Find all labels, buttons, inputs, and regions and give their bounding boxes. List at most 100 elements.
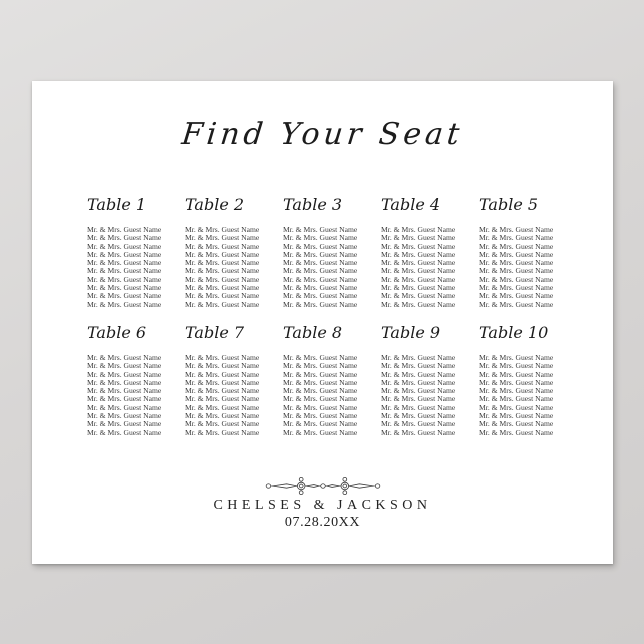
- table-column: Table 3 Mr. & Mrs. Guest Name Mr. & Mrs. G…: [283, 197, 381, 309]
- guest-name: Mr. & Mrs. Guest Name: [185, 233, 260, 243]
- guest-name: Mr. & Mrs. Guest Name: [283, 377, 358, 387]
- guest-name: Mr. & Mrs. Guest Name: [185, 225, 260, 234]
- guest-name: Mr. & Mrs. Guest Name: [87, 353, 162, 362]
- guest-name: Mr. & Mrs. Guest Name: [283, 266, 358, 276]
- guest-name: Mr. & Mrs. Guest Name: [381, 274, 456, 284]
- couple-names: CHELSES & JACKSON: [213, 498, 432, 513]
- guest-name: Mr. & Mrs. Guest Name: [185, 402, 260, 412]
- guest-name: Mr. & Mrs. Guest Name: [283, 386, 358, 396]
- guest-name: Mr. & Mrs. Guest Name: [283, 411, 358, 421]
- table-column: Table 5 Mr. & Mrs. Guest Name Mr. & Mrs. G…: [479, 197, 577, 309]
- table-column: Table 7 Mr. & Mrs. Guest Name Mr. & Mrs. G…: [185, 325, 283, 437]
- poster-title: Find Your Seat: [180, 117, 465, 152]
- guest-name: Mr. & Mrs. Guest Name: [381, 241, 456, 251]
- guest-name: Mr. & Mrs. Guest Name: [381, 249, 456, 259]
- guest-name: Mr. & Mrs. Guest Name: [185, 274, 260, 284]
- guest-name: Mr. & Mrs. Guest Name: [87, 377, 162, 387]
- guest-name: Mr. & Mrs. Guest Name: [185, 361, 260, 371]
- table-title: Table 1: [87, 195, 147, 214]
- guest-name: Mr. & Mrs. Guest Name: [87, 361, 162, 371]
- guest-name: Mr. & Mrs. Guest Name: [479, 361, 554, 371]
- table-title: Table 7: [185, 323, 245, 342]
- seating-chart-poster: Find Your Seat Table 1 Mr. & Mrs. Guest N…: [32, 81, 613, 564]
- table-column: Table 4 Mr. & Mrs. Guest Name Mr. & Mrs. G…: [381, 197, 479, 309]
- guest-name: Mr. & Mrs. Guest Name: [381, 258, 456, 268]
- guest-name: Mr. & Mrs. Guest Name: [479, 419, 554, 429]
- guest-name: Mr. & Mrs. Guest Name: [283, 419, 358, 429]
- tables-row-2: Table 6 Mr. & Mrs. Guest Name Mr. & Mrs. G…: [87, 325, 577, 437]
- guest-name: Mr. & Mrs. Guest Name: [185, 353, 260, 362]
- ornamental-divider-icon: [32, 475, 613, 497]
- guest-list: Mr. & Mrs. Guest Name Mr. & Mrs. Guest Na…: [185, 225, 283, 309]
- guest-list: Mr. & Mrs. Guest Name Mr. & Mrs. Guest Na…: [381, 225, 479, 309]
- guest-name: Mr. & Mrs. Guest Name: [479, 394, 554, 404]
- guest-name: Mr. & Mrs. Guest Name: [87, 369, 162, 379]
- guest-name: Mr. & Mrs. Guest Name: [87, 291, 162, 301]
- guest-list: Mr. & Mrs. Guest Name Mr. & Mrs. Guest Na…: [479, 225, 577, 309]
- table-column: Table 2 Mr. & Mrs. Guest Name Mr. & Mrs. G…: [185, 197, 283, 309]
- guest-name: Mr. & Mrs. Guest Name: [185, 283, 260, 293]
- guest-name: Mr. & Mrs. Guest Name: [283, 241, 358, 251]
- guest-name: Mr. & Mrs. Guest Name: [283, 274, 358, 284]
- guest-name: Mr. & Mrs. Guest Name: [185, 386, 260, 396]
- table-title: Table 2: [185, 195, 245, 214]
- guest-name: Mr. & Mrs. Guest Name: [185, 377, 260, 387]
- guest-name: Mr. & Mrs. Guest Name: [479, 225, 554, 234]
- guest-name: Mr. & Mrs. Guest Name: [479, 353, 554, 362]
- guest-name: Mr. & Mrs. Guest Name: [185, 291, 260, 301]
- table-column: Table 9 Mr. & Mrs. Guest Name Mr. & Mrs. G…: [381, 325, 479, 437]
- guest-name: Mr. & Mrs. Guest Name: [381, 225, 456, 234]
- guest-name: Mr. & Mrs. Guest Name: [381, 299, 456, 309]
- guest-name: Mr. & Mrs. Guest Name: [479, 299, 554, 309]
- guest-name: Mr. & Mrs. Guest Name: [87, 225, 162, 234]
- guest-name: Mr. & Mrs. Guest Name: [381, 377, 456, 387]
- guest-name: Mr. & Mrs. Guest Name: [283, 361, 358, 371]
- guest-name: Mr. & Mrs. Guest Name: [381, 427, 456, 437]
- guest-name: Mr. & Mrs. Guest Name: [381, 361, 456, 371]
- guest-list: Mr. & Mrs. Guest Name Mr. & Mrs. Guest Na…: [283, 353, 381, 437]
- guest-name: Mr. & Mrs. Guest Name: [381, 283, 456, 293]
- table-title: Table 5: [479, 195, 539, 214]
- guest-name: Mr. & Mrs. Guest Name: [381, 291, 456, 301]
- table-title: Table 4: [381, 195, 441, 214]
- guest-name: Mr. & Mrs. Guest Name: [87, 233, 162, 243]
- guest-name: Mr. & Mrs. Guest Name: [87, 283, 162, 293]
- guest-name: Mr. & Mrs. Guest Name: [283, 353, 358, 362]
- guest-name: Mr. & Mrs. Guest Name: [381, 394, 456, 404]
- guest-name: Mr. & Mrs. Guest Name: [185, 427, 260, 437]
- guest-name: Mr. & Mrs. Guest Name: [283, 225, 358, 234]
- guest-name: Mr. & Mrs. Guest Name: [283, 299, 358, 309]
- table-title: Table 6: [87, 323, 147, 342]
- guest-list: Mr. & Mrs. Guest Name Mr. & Mrs. Guest Na…: [87, 353, 185, 437]
- guest-name: Mr. & Mrs. Guest Name: [479, 283, 554, 293]
- guest-name: Mr. & Mrs. Guest Name: [381, 369, 456, 379]
- table-title: Table 8: [283, 323, 343, 342]
- guest-name: Mr. & Mrs. Guest Name: [479, 291, 554, 301]
- guest-name: Mr. & Mrs. Guest Name: [381, 402, 456, 412]
- guest-name: Mr. & Mrs. Guest Name: [479, 241, 554, 251]
- guest-name: Mr. & Mrs. Guest Name: [381, 411, 456, 421]
- guest-name: Mr. & Mrs. Guest Name: [87, 427, 162, 437]
- guest-name: Mr. & Mrs. Guest Name: [87, 258, 162, 268]
- guest-name: Mr. & Mrs. Guest Name: [479, 411, 554, 421]
- guest-list: Mr. & Mrs. Guest Name Mr. & Mrs. Guest Na…: [479, 353, 577, 437]
- guest-name: Mr. & Mrs. Guest Name: [87, 419, 162, 429]
- guest-name: Mr. & Mrs. Guest Name: [87, 274, 162, 284]
- guest-name: Mr. & Mrs. Guest Name: [283, 369, 358, 379]
- guest-name: Mr. & Mrs. Guest Name: [283, 402, 358, 412]
- guest-list: Mr. & Mrs. Guest Name Mr. & Mrs. Guest Na…: [381, 353, 479, 437]
- guest-name: Mr. & Mrs. Guest Name: [283, 283, 358, 293]
- tables-row-1: Table 1 Mr. & Mrs. Guest Name Mr. & Mrs. G…: [87, 197, 577, 309]
- table-title: Table 9: [381, 323, 441, 342]
- guest-name: Mr. & Mrs. Guest Name: [87, 386, 162, 396]
- table-column: Table 10 Mr. & Mrs. Guest Name Mr. & Mrs. …: [479, 325, 577, 437]
- wedding-date: 07.28.20XX: [284, 515, 361, 530]
- guest-name: Mr. & Mrs. Guest Name: [87, 402, 162, 412]
- guest-name: Mr. & Mrs. Guest Name: [479, 274, 554, 284]
- guest-name: Mr. & Mrs. Guest Name: [185, 369, 260, 379]
- guest-name: Mr. & Mrs. Guest Name: [283, 233, 358, 243]
- guest-name: Mr. & Mrs. Guest Name: [479, 266, 554, 276]
- guest-name: Mr. & Mrs. Guest Name: [283, 394, 358, 404]
- table-column: Table 8 Mr. & Mrs. Guest Name Mr. & Mrs. G…: [283, 325, 381, 437]
